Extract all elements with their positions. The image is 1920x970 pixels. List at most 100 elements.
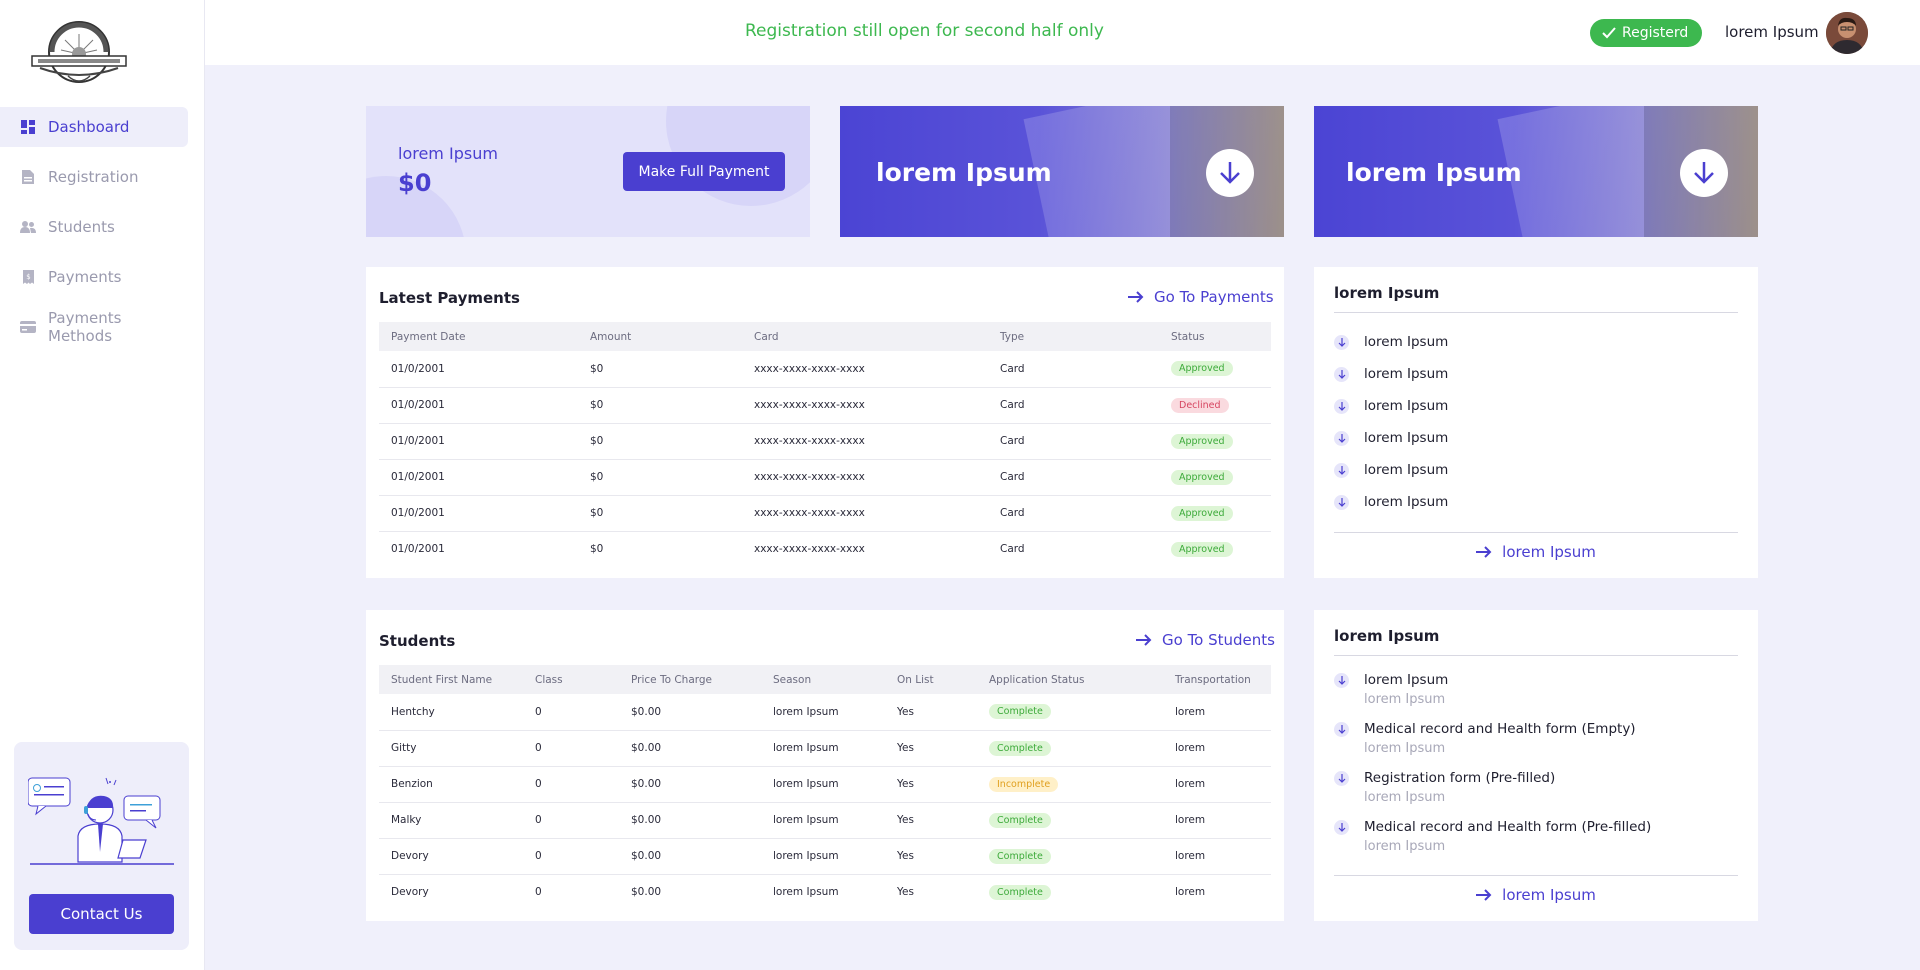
download-card-2[interactable]: lorem Ipsum [1314,106,1758,237]
divider [1334,532,1738,533]
column-header[interactable]: Price To Charge [631,673,713,686]
payment-amount: $0 [578,387,742,424]
download-button[interactable] [1680,149,1728,197]
camp-logo[interactable] [28,16,130,86]
table-row[interactable]: 01/0/2001 $0 xxxx-xxxx-xxxx-xxxx Card De… [379,387,1271,424]
payment-card: xxxx-xxxx-xxxx-xxxx [742,495,988,532]
avatar[interactable] [1826,12,1868,54]
status-cell: Approved [1159,531,1271,567]
payment-type: Card [988,351,1159,388]
sidebar-item-registration[interactable]: Registration [0,157,188,197]
table-row[interactable]: Hentchy 0 $0.00 lorem Ipsum Yes Complete… [379,694,1271,731]
column-header[interactable]: Season [773,673,812,686]
student-name: Devory [379,838,523,875]
student-season: lorem Ipsum [761,838,885,875]
download-card-1[interactable]: lorem Ipsum [840,106,1284,237]
forms-more-link[interactable]: lorem Ipsum [1314,886,1758,904]
payment-date: 01/0/2001 [391,543,445,556]
student-transport: lorem [1163,730,1271,767]
form-subtitle: lorem Ipsum [1364,839,1446,854]
student-season: lorem Ipsum [773,886,839,899]
student-class: 0 [523,802,619,839]
status-cell: Complete [977,694,1163,731]
make-full-payment-button[interactable]: Make Full Payment [623,152,785,191]
download-item[interactable]: lorem Ipsum [1334,390,1448,422]
download-item[interactable]: lorem Ipsum [1334,358,1448,390]
table-row[interactable]: Benzion 0 $0.00 lorem Ipsum Yes Incomple… [379,766,1271,803]
student-price: $0.00 [619,730,761,767]
status-badge: Complete [989,740,1051,756]
student-on-list: Yes [885,802,977,839]
column-header[interactable]: Application Status [989,673,1085,686]
student-name: Gitty [379,730,523,767]
sidebar-item-payments[interactable]: $ Payments [0,257,188,297]
forms-panel: lorem Ipsum lorem Ipsum lorem Ipsum Medi… [1314,610,1758,921]
user-name[interactable]: lorem Ipsum [1725,23,1819,41]
payment-type: Card [1000,543,1025,556]
download-icon [1334,462,1349,478]
table-row[interactable]: Gitty 0 $0.00 lorem Ipsum Yes Complete l… [379,730,1271,767]
sidebar-item-students[interactable]: Students [0,207,188,247]
student-season: lorem Ipsum [761,802,885,839]
download-item[interactable]: lorem Ipsum [1334,422,1448,454]
form-item[interactable]: Registration form (Pre-filled) lorem Ips… [1334,770,1651,805]
column-header[interactable]: Amount [590,330,632,343]
form-subtitle: lorem Ipsum [1364,692,1446,707]
downloads-panel: lorem Ipsum lorem Ipsum lorem Ipsum lore… [1314,267,1758,578]
sidebar-item-dashboard[interactable]: Dashboard [0,107,188,147]
column-header[interactable]: Payment Date [391,330,466,343]
payment-type: Card [988,495,1159,532]
table-row[interactable]: Devory 0 $0.00 lorem Ipsum Yes Complete … [379,838,1271,875]
download-label: lorem Ipsum [1364,462,1449,478]
column-header[interactable]: Student First Name [391,673,493,686]
status-badge: Complete [989,812,1051,828]
form-item[interactable]: Medical record and Health form (Empty) l… [1334,721,1651,756]
column-header[interactable]: Type [1000,330,1025,343]
receipt-icon: $ [20,269,36,285]
download-icon [1334,770,1349,786]
panel-title: Students [379,632,456,650]
student-on-list: Yes [885,838,977,875]
table-row[interactable]: 01/0/2001 $0 xxxx-xxxx-xxxx-xxxx Card Ap… [379,495,1271,532]
document-icon [20,169,36,185]
student-price: $0.00 [619,694,761,731]
check-icon [1602,27,1616,39]
student-transport: lorem [1163,766,1271,803]
students-panel: Students Go To Students Student First Na… [366,610,1284,921]
sidebar-nav: Dashboard Registration Students $ Paymen… [0,107,188,357]
sidebar-item-payment-methods[interactable]: Payments Methods [0,307,188,347]
downloads-more-link[interactable]: lorem Ipsum [1314,543,1758,561]
users-icon [20,219,36,235]
sidebar-item-label: Dashboard [48,118,130,136]
table-row[interactable]: 01/0/2001 $0 xxxx-xxxx-xxxx-xxxx Card Ap… [379,531,1271,567]
go-to-payments-link[interactable]: Go To Payments [1128,288,1274,306]
column-header[interactable]: Class [535,673,563,686]
status-badge: Complete [989,704,1051,720]
table-row[interactable]: Devory 0 $0.00 lorem Ipsum Yes Complete … [379,874,1271,910]
download-icon [1334,430,1349,446]
column-header[interactable]: On List [897,673,934,686]
download-label: lorem Ipsum [1364,366,1449,382]
download-icon [1334,672,1349,688]
download-button[interactable] [1206,149,1254,197]
download-item[interactable]: lorem Ipsum [1334,486,1448,518]
panel-title: lorem Ipsum [1334,627,1440,645]
payment-amount: $0 [578,423,742,460]
column-header[interactable]: Card [754,330,779,343]
go-to-students-link[interactable]: Go To Students [1136,631,1275,649]
table-row[interactable]: 01/0/2001 $0 xxxx-xxxx-xxxx-xxxx Card Ap… [379,459,1271,496]
form-item[interactable]: Medical record and Health form (Pre-fill… [1334,819,1651,854]
link-label: lorem Ipsum [1502,886,1596,904]
table-row[interactable]: 01/0/2001 $0 xxxx-xxxx-xxxx-xxxx Card Ap… [379,423,1271,460]
column-header[interactable]: Transportation [1175,673,1251,686]
download-item[interactable]: lorem Ipsum [1334,326,1448,358]
download-list: lorem Ipsum lorem Ipsum lorem Ipsum lore… [1334,326,1448,518]
table-row[interactable]: 01/0/2001 $0 xxxx-xxxx-xxxx-xxxx Card Ap… [379,351,1271,388]
download-item[interactable]: lorem Ipsum [1334,454,1448,486]
balance-card: lorem Ipsum $0 Make Full Payment [366,106,810,237]
column-header[interactable]: Status [1171,330,1205,343]
contact-us-button[interactable]: Contact Us [29,894,174,934]
link-label: Go To Students [1162,631,1275,649]
table-row[interactable]: Malky 0 $0.00 lorem Ipsum Yes Complete l… [379,802,1271,839]
form-item[interactable]: lorem Ipsum lorem Ipsum [1334,672,1651,707]
